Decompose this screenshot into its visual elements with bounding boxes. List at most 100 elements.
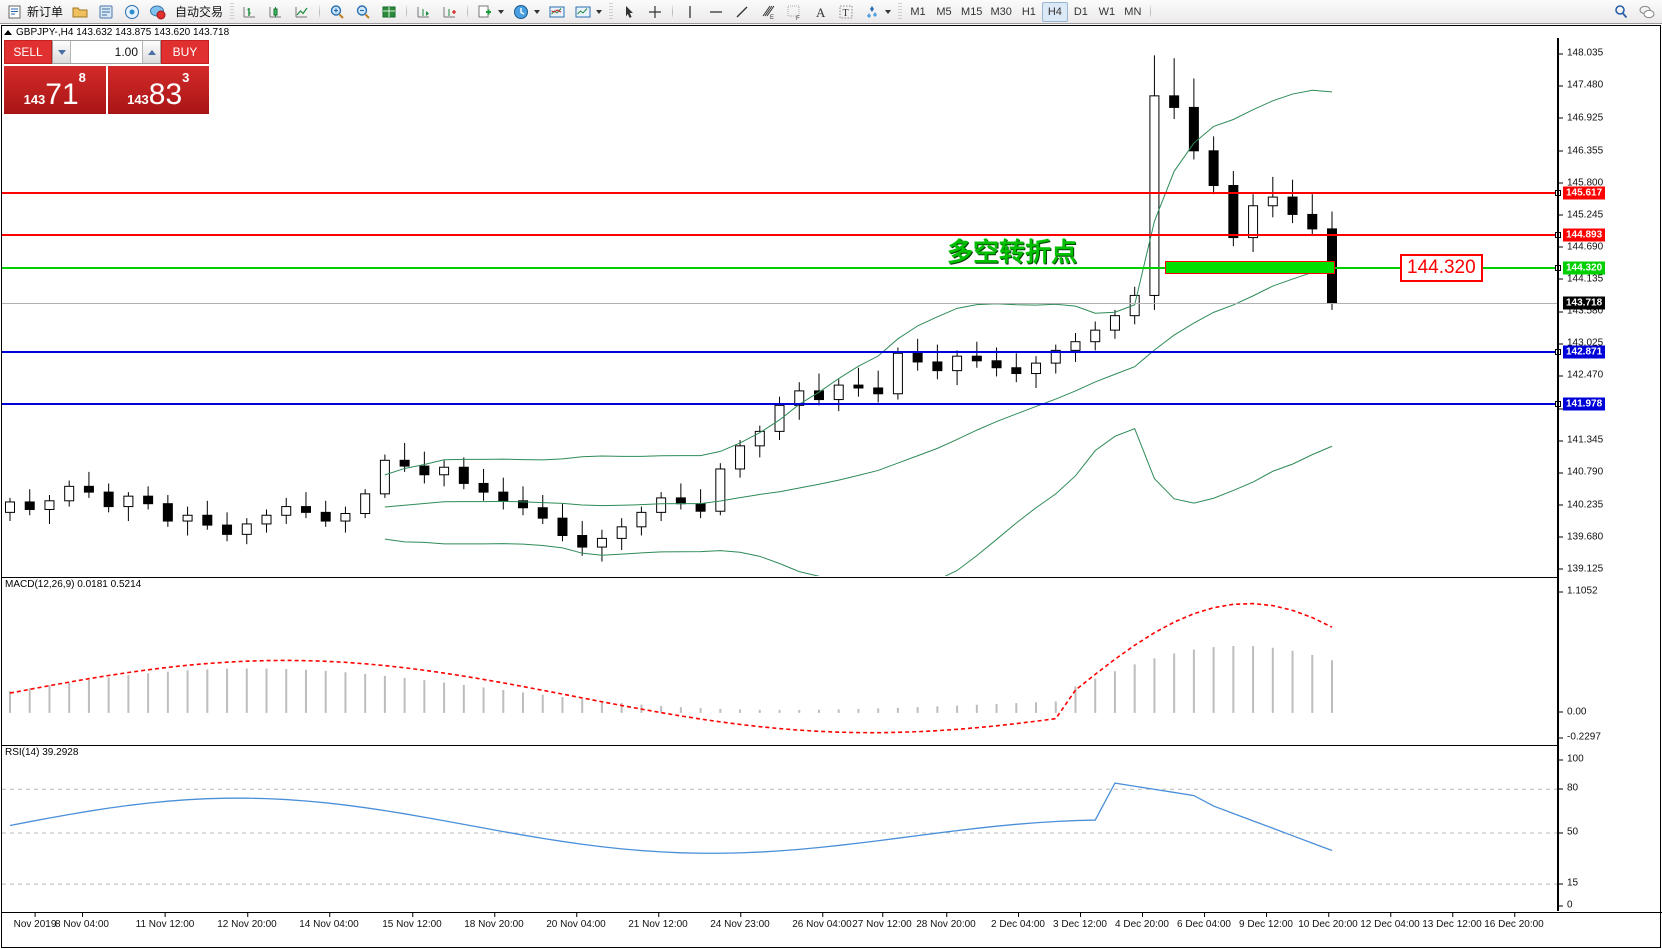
price-tag-resistance-upper[interactable]: 145.617 [1563, 186, 1606, 200]
timeframe-m15[interactable]: M15 [961, 5, 983, 18]
volume-stepper[interactable]: 1.00 [52, 40, 161, 64]
price-axis[interactable]: 148.035 147.480 146.925 146.355 145.800 145.2… [1559, 38, 1662, 576]
data-window-button[interactable] [93, 1, 119, 23]
candlestick [1188, 78, 1199, 160]
chevron-down-icon-3[interactable] [596, 9, 603, 14]
grid-button[interactable] [376, 1, 402, 23]
chart-shift-button[interactable] [437, 1, 463, 23]
macd-tick: 1.1052 [1559, 586, 1598, 597]
price-tag-support-upper[interactable]: 142.871 [1563, 345, 1606, 359]
price-pane[interactable]: 多空转折点 144.320 [2, 38, 1561, 576]
toolbar-grip[interactable] [230, 2, 235, 21]
timeframe-w1[interactable]: W1 [1098, 5, 1116, 18]
macd-pane[interactable]: MACD(12,26,9) 0.0181 0.5214 [2, 577, 1557, 744]
candle-chart-button[interactable] [263, 1, 289, 23]
price-chart-canvas[interactable] [2, 38, 1557, 576]
rsi-pane[interactable]: RSI(14) 39.2928 [2, 745, 1557, 911]
navigator-button[interactable] [119, 1, 145, 23]
macd-axis[interactable]: 1.1052 0.00 -0.2297 [1559, 577, 1662, 744]
market-watch-button[interactable] [145, 1, 171, 23]
templates-button[interactable] [472, 1, 508, 23]
ask-price[interactable]: 143 83 3 [107, 66, 209, 114]
chevron-up-icon-volume [147, 49, 156, 55]
chevron-down-icon-2[interactable] [534, 9, 541, 14]
price-tick: 139.680 [1559, 531, 1603, 542]
indicators-button[interactable] [544, 1, 570, 23]
autotrading-button[interactable]: 自动交易 [171, 1, 227, 23]
zoom-in-button[interactable] [324, 1, 350, 23]
timeframe-h1[interactable]: H1 [1021, 5, 1036, 18]
chat-button[interactable] [1634, 1, 1660, 23]
chevron-down-icon-4[interactable] [885, 9, 892, 14]
level-line-resistance-upper[interactable] [2, 190, 1561, 197]
price-tag-pivot-zone[interactable]: 144.320 [1563, 261, 1606, 275]
label-button[interactable]: T [833, 1, 859, 23]
one-click-trading-panel[interactable]: SELL 1.00 BUY 143 71 8 143 83 3 [4, 40, 209, 114]
candlestick [656, 492, 667, 522]
timeframe-m30[interactable]: M30 [990, 5, 1012, 18]
timeframe-h4[interactable]: H4 [1041, 1, 1068, 22]
rsi-tick: 80 [1559, 783, 1578, 794]
volume-input[interactable]: 1.00 [114, 45, 138, 59]
bollinger-upper-band [384, 89, 1333, 476]
candlestick [1228, 171, 1239, 247]
level-line-support-lower[interactable] [2, 400, 1561, 407]
toolbar-grip-2[interactable] [609, 2, 614, 21]
price-tick: 145.245 [1559, 209, 1603, 220]
candlestick [1208, 136, 1219, 195]
rsi-canvas[interactable] [2, 746, 1557, 912]
rsi-axis[interactable]: 100 80 50 15 0 [1559, 745, 1662, 911]
volume-increase-button[interactable] [142, 41, 160, 63]
chart-annotation-text[interactable]: 多空转折点 [947, 237, 1078, 268]
indicators-list-button[interactable] [570, 1, 606, 23]
price-tag-support-lower[interactable]: 141.978 [1563, 397, 1606, 411]
candle-chart-icon [267, 3, 285, 21]
line-chart-button[interactable] [289, 1, 315, 23]
pivot-zone-rectangle[interactable] [1165, 261, 1335, 275]
toolbar-separator-5 [1149, 2, 1151, 21]
bar-chart-button[interactable] [237, 1, 263, 23]
hline-button[interactable] [703, 1, 729, 23]
text-button[interactable]: A [807, 1, 833, 23]
rsi-line [9, 782, 1333, 854]
level-line-resistance-lower[interactable] [2, 232, 1561, 239]
cursor-button[interactable] [616, 1, 642, 23]
timeframe-m1[interactable]: M1 [910, 5, 926, 18]
grid-icon [380, 3, 398, 21]
candlestick [399, 442, 410, 472]
auto-scroll-button[interactable] [411, 1, 437, 23]
zoom-out-button[interactable] [350, 1, 376, 23]
timeframe-mn[interactable]: MN [1124, 5, 1142, 18]
buy-button[interactable]: BUY [161, 40, 209, 64]
fibonacci-button[interactable]: E [755, 1, 781, 23]
price-callout-box[interactable]: 144.320 [1400, 254, 1483, 283]
time-axis[interactable]: Nov 2019 8 Nov 04:00 11 Nov 12:00 12 Nov 20… [2, 912, 1662, 948]
period-button[interactable] [508, 1, 544, 23]
objects-button[interactable] [859, 1, 895, 23]
level-line-support-upper[interactable] [2, 349, 1561, 356]
bid-price[interactable]: 143 71 8 [4, 66, 108, 114]
toolbar-grip-3[interactable] [898, 2, 903, 21]
time-axis-label: 12 Nov 20:00 [217, 912, 277, 930]
folder-button[interactable] [67, 1, 93, 23]
timeframe-d1[interactable]: D1 [1073, 5, 1088, 18]
chart-window[interactable]: GBPJPY-,H4 143.632 143.875 143.620 143.7… [1, 25, 1662, 948]
timeframe-m5[interactable]: M5 [936, 5, 952, 18]
vline-icon [681, 3, 699, 21]
volume-decrease-button[interactable] [53, 41, 71, 63]
chevron-down-icon-volume [57, 49, 66, 55]
crosshair-button[interactable] [642, 1, 668, 23]
trendline-icon [733, 3, 751, 21]
candlestick [261, 509, 272, 533]
macd-canvas[interactable] [2, 578, 1557, 745]
price-tag-resistance-lower[interactable]: 144.893 [1563, 228, 1606, 242]
new-order-button[interactable]: 新订单 [2, 1, 67, 23]
vline-button[interactable] [677, 1, 703, 23]
chevron-down-icon[interactable] [498, 9, 505, 14]
price-tag-last-price[interactable]: 143.718 [1563, 296, 1606, 310]
trendline-button[interactable] [729, 1, 755, 23]
channel-button[interactable]: F [781, 1, 807, 23]
time-axis-label: 6 Dec 04:00 [1177, 912, 1231, 930]
search-button[interactable] [1608, 1, 1634, 23]
sell-button[interactable]: SELL [4, 40, 52, 64]
